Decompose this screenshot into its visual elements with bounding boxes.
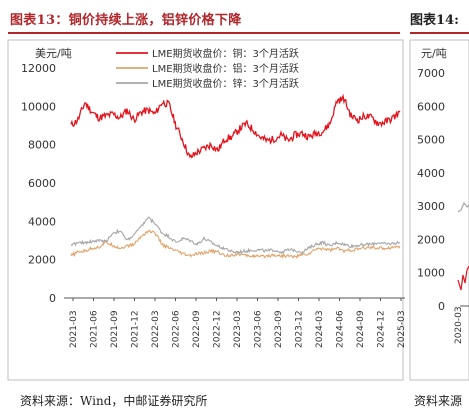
y-tick-label: 0 (49, 292, 56, 305)
x-tick-label: 2021-09 (110, 310, 120, 348)
x-tick-label: 2022-06 (172, 310, 182, 348)
x-tick-label: 2025-03 (397, 310, 407, 348)
source-note: 资料来源：Wind，中邮证券研究所 (20, 394, 208, 408)
series-lines (70, 93, 401, 259)
legend-label: LME期货收盘价：铝：3个月活跃 (152, 62, 299, 75)
y-tick-label: 2000 (28, 254, 56, 267)
right-y-tick-label: 6000 (417, 100, 445, 113)
next-title-rule (410, 32, 469, 34)
next-source-note: 资料来源 (414, 394, 463, 408)
x-tick-label: 2021-12 (131, 310, 141, 348)
next-chart-title: 图表14: (410, 13, 459, 28)
right-y-tick-label: 5000 (417, 134, 445, 147)
x-tick-label: 2022-03 (151, 310, 161, 348)
legend-label: LME期货收盘价：锌：3个月活跃 (152, 77, 299, 90)
right-red-line (457, 265, 469, 291)
right-x-tick-label: 2020-03 (454, 306, 464, 344)
legend: LME期货收盘价：铜：3个月活跃 LME期货收盘价：铝：3个月活跃 LME期货收盘价… (116, 47, 299, 90)
y-tick-label: 4000 (28, 215, 56, 228)
y-tick-label: 8000 (28, 139, 56, 152)
x-tick-label: 2024-06 (336, 310, 346, 348)
x-tick-label: 2023-12 (295, 310, 305, 348)
right-plot-frame (409, 39, 469, 381)
x-tick-label: 2024-12 (377, 310, 387, 348)
x-tick-label: 2023-03 (233, 310, 243, 348)
series-line (70, 229, 401, 259)
x-tick-labels: 2021-03 2021-06 2021-09 2021-12 2022-03 2022-… (69, 298, 407, 348)
title-rule (8, 32, 400, 34)
right-grey-line (457, 201, 469, 213)
y-tick-label: 6000 (28, 177, 56, 190)
x-tick-label: 2022-12 (213, 310, 223, 348)
x-tick-label: 2024-09 (356, 310, 366, 348)
x-tick-label: 2021-03 (69, 310, 79, 348)
right-y-tick-label: 3000 (417, 200, 445, 213)
right-y-tick-label: 7000 (417, 67, 445, 80)
right-y-tick-label: 2000 (417, 233, 445, 246)
y-tick-labels: 0 2000 4000 6000 8000 10000 12000 (21, 62, 56, 305)
y-tick-label: 12000 (21, 62, 56, 75)
chart-title: 图表13：铜价持续上涨，铝锌价格下降 (10, 13, 242, 28)
y-unit-label: 美元/吨 (35, 47, 72, 60)
x-tick-label: 2023-09 (274, 310, 284, 348)
x-tick-label: 2021-06 (90, 310, 100, 348)
legend-label: LME期货收盘价：铜：3个月活跃 (152, 47, 299, 60)
right-y-tick-label: 4000 (417, 167, 445, 180)
series-line (70, 216, 401, 255)
right-y-tick-label: 0 (438, 300, 445, 313)
right-y-tick-labels: 7000 6000 5000 4000 3000 2000 1000 0 (417, 67, 445, 313)
x-tick-label: 2023-06 (254, 310, 264, 348)
x-tick-label: 2024-03 (315, 310, 325, 348)
series-line (70, 93, 401, 159)
left-plot-frame (7, 39, 404, 381)
y-tick-label: 10000 (21, 100, 56, 113)
right-y-tick-label: 1000 (417, 267, 445, 280)
right-y-unit-label: 元/吨 (421, 47, 447, 60)
x-tick-label: 2022-09 (192, 310, 202, 348)
